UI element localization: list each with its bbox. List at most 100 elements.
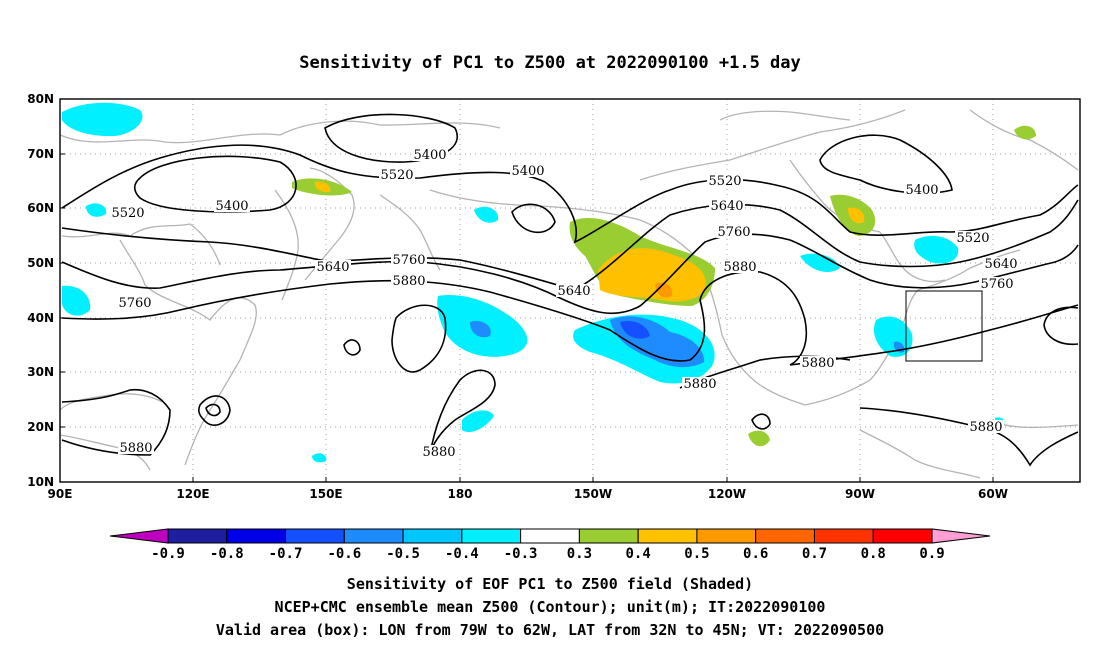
contour-label-bg xyxy=(904,183,940,196)
lon-label: 150W xyxy=(574,487,612,501)
shade-cyan-northwest xyxy=(62,102,143,137)
colorbar-label: 0.5 xyxy=(684,546,709,562)
contour-5880-ering xyxy=(1043,306,1079,346)
contour-label-bg xyxy=(391,253,427,266)
shade-orange-center xyxy=(598,248,707,302)
colorbar-label: -0.3 xyxy=(504,546,538,562)
contour-label-bg xyxy=(707,174,743,187)
lat-label: 10N xyxy=(27,475,54,489)
colorbar-min-arrow xyxy=(109,528,169,544)
latitude-labels: 80N 70N 60N 50N 40N 30N 20N 10N xyxy=(27,92,54,489)
colorbar-box xyxy=(578,528,639,544)
shade-cyan-west xyxy=(62,285,91,316)
lat-label: 30N xyxy=(27,365,54,379)
contour-label: 5640 xyxy=(316,260,349,275)
colorbar-label: 0.9 xyxy=(919,546,944,562)
contour-5400-east xyxy=(819,134,953,195)
shade-cyan-smallsouth xyxy=(312,453,327,463)
contour-5880-tongue xyxy=(429,369,496,456)
valid-area-box xyxy=(905,290,983,362)
colorbar-box xyxy=(461,528,522,544)
contour-label-bg xyxy=(709,199,745,212)
contour-5880-loop xyxy=(391,304,447,373)
colorbar-box xyxy=(520,528,580,544)
contour-label-bg xyxy=(391,274,427,287)
colorbar-box xyxy=(167,528,228,544)
contour-label-bg xyxy=(110,206,146,219)
colorbar-label: 0.6 xyxy=(743,546,768,562)
colorbar-label: -0.6 xyxy=(327,546,361,562)
lon-label: 90E xyxy=(48,487,73,501)
contour-5880-main xyxy=(61,270,1079,366)
shade-green-south xyxy=(748,430,770,447)
contour-label-bg xyxy=(118,441,154,454)
colorbar-label: 0.3 xyxy=(567,546,592,562)
lon-label: 60W xyxy=(978,487,1008,501)
colorbar-box xyxy=(343,528,404,544)
lat-label: 80N xyxy=(27,92,54,106)
colorbar-box xyxy=(755,528,815,544)
lon-label: 120E xyxy=(176,487,209,501)
contour-label: 5520 xyxy=(111,206,144,221)
contour-label: 5400 xyxy=(413,148,446,163)
contour-labels: 5400540054005400552055205520552056405640… xyxy=(110,148,1019,460)
contour-label-bg xyxy=(955,231,991,244)
contour-5400-ring-dateline xyxy=(511,203,556,234)
shade-cyan-east xyxy=(914,235,959,264)
shade-orange-northeast xyxy=(848,207,865,224)
colorbar-label: -0.9 xyxy=(151,546,185,562)
contour-label: 5760 xyxy=(392,253,425,268)
lon-label: 150E xyxy=(309,487,342,501)
footer-line-1: Sensitivity of EOF PC1 to Z500 field (Sh… xyxy=(347,575,753,593)
shade-cyan-dateline xyxy=(474,206,499,223)
coastlines xyxy=(60,109,1079,479)
colorbar-label: -0.5 xyxy=(386,546,420,562)
lon-label: 120W xyxy=(708,487,746,501)
contour-5880-lower xyxy=(61,388,171,456)
z500-contours xyxy=(61,113,1079,467)
contour-5880-small xyxy=(343,339,361,356)
shade-cyan-south xyxy=(462,410,494,433)
contour-label-bg xyxy=(968,420,1004,433)
colorbar-max-arrow xyxy=(931,528,991,544)
lat-label: 70N xyxy=(27,147,54,161)
shade-cyan-small-west xyxy=(86,203,107,217)
contour-label-bg xyxy=(983,257,1019,270)
contour-label-bg xyxy=(979,277,1015,290)
colorbar-box xyxy=(285,528,345,544)
contour-5880-sring xyxy=(751,413,771,430)
footer-line-2: NCEP+CMC ensemble mean Z500 (Contour); u… xyxy=(275,598,826,616)
longitude-labels: 90E 120E 150E 180 150W 120W 90W 60W xyxy=(48,487,1008,501)
contour-label: 5880 xyxy=(801,356,834,371)
contour-label: 5880 xyxy=(723,260,756,275)
lat-label: 40N xyxy=(27,311,54,325)
colorbar-label: -0.8 xyxy=(210,546,244,562)
contour-label-bg xyxy=(556,284,592,297)
colorbar-box xyxy=(226,528,287,544)
chart-title: Sensitivity of PC1 to Z500 at 2022090100… xyxy=(299,53,801,73)
colorbar-box xyxy=(696,528,757,544)
contour-label: 5760 xyxy=(118,296,151,311)
map-area: 5400540054005400552055205520552056405640… xyxy=(27,92,1081,501)
contour-label-bg xyxy=(117,296,153,309)
colorbar: -0.9 -0.8 -0.7 -0.6 -0.5 -0.4 -0.3 0.3 0.4 0.5 0.6… xyxy=(109,528,991,562)
shade-darkblue-southcentral xyxy=(620,320,650,339)
colorbar-label: 0.7 xyxy=(802,546,827,562)
lon-label: 180 xyxy=(447,487,472,501)
contour-label-bg xyxy=(800,356,836,369)
contour-5520 xyxy=(61,144,1079,244)
shade-cyan-east2 xyxy=(800,253,840,272)
colorbar-label: 0.4 xyxy=(626,546,651,562)
contour-label: 5880 xyxy=(392,274,425,289)
contour-label-bg xyxy=(682,377,718,390)
contour-label-bg xyxy=(412,148,448,161)
contour-label: 5640 xyxy=(710,199,743,214)
contour-label-bg xyxy=(315,260,351,273)
lon-label: 90W xyxy=(845,487,875,501)
shade-green-farNE xyxy=(1014,125,1036,140)
contour-label: 5520 xyxy=(708,174,741,189)
contour-5400-ring-north xyxy=(324,113,458,163)
lat-label: 50N xyxy=(27,256,54,270)
map-frame xyxy=(59,98,1081,483)
